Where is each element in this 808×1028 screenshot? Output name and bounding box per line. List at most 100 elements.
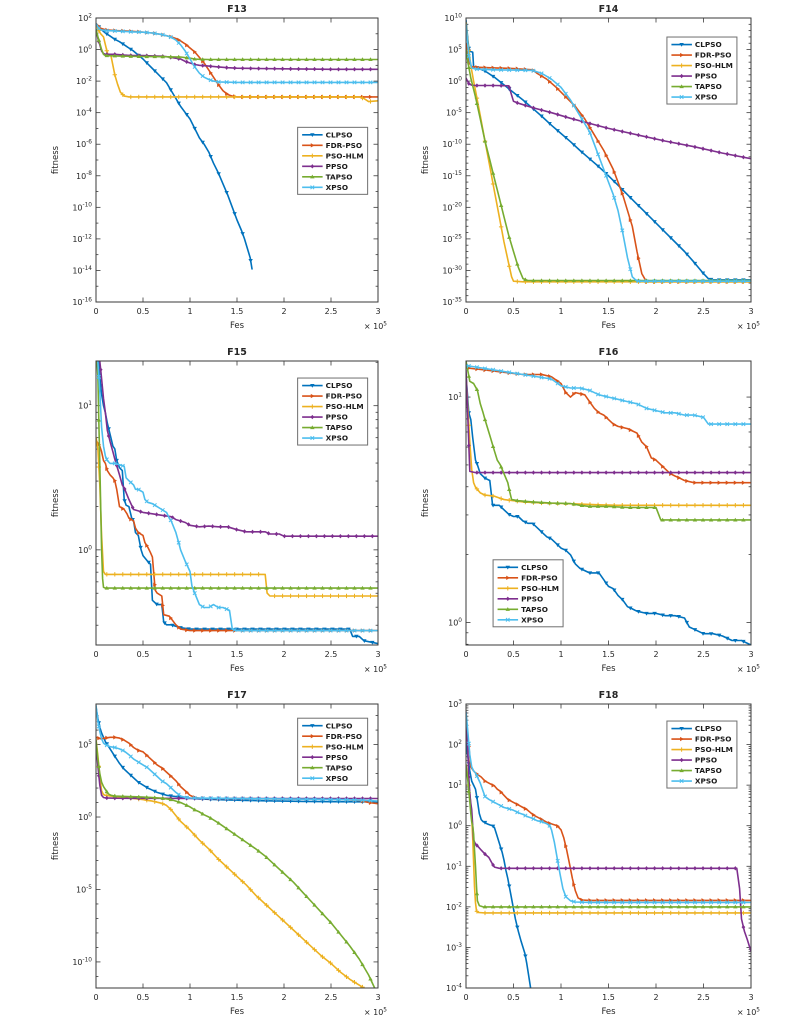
chart-title: F14 [599,4,619,15]
chart-canvas-F14: 0 0.5 1 1.5 2 2.5 3 1010 105 100 10-5 10-10 10-15 10-… [421,4,760,331]
series-F16-CLPSO [466,373,751,645]
axis-ticks [95,17,379,303]
chart-title: F13 [227,4,247,15]
x-axis-label: Fes [230,664,245,674]
svg-text:0.5: 0.5 [507,993,520,1002]
y-tick-label: 10-4 [76,108,92,118]
svg-text:XPSO: XPSO [326,183,348,192]
svg-text:TAPSO: TAPSO [326,172,353,181]
svg-text:PPSO: PPSO [326,413,348,422]
svg-text:1: 1 [187,993,192,1002]
y-tick-label: 10-12 [72,234,92,244]
svg-text:TAPSO: TAPSO [521,605,548,614]
svg-text:PSO-HLM: PSO-HLM [521,584,559,593]
svg-text:PSO-HLM: PSO-HLM [326,742,364,751]
svg-text:0.5: 0.5 [507,307,520,316]
legend-item-PPSO: PPSO [302,413,348,422]
x-axis-label: Fes [601,664,616,674]
chart-title: F15 [227,347,247,358]
chart-canvas-F16: 0 0.5 1 1.5 2 2.5 3 101 100 F16 Fes × 105 fitness CLP… [421,347,760,674]
series-F13-TAPSO [96,28,378,62]
svg-text:2: 2 [653,650,658,659]
legend-item-TAPSO: TAPSO [671,766,722,775]
svg-text:2.5: 2.5 [697,650,710,659]
y-tick-label: 100 [78,45,92,55]
x-scale-label: × 105 [737,1007,760,1017]
x-tick-labels: 0 0.5 1 1.5 2 2.5 3 [463,993,753,1002]
x-axis-label: Fes [230,321,245,331]
svg-text:CLPSO: CLPSO [695,724,722,733]
svg-text:FDR-PSO: FDR-PSO [326,141,363,150]
svg-text:2: 2 [281,993,286,1002]
legend-item-TAPSO: TAPSO [497,605,548,614]
axes-box [465,360,752,646]
y-tick-label: 10-8 [76,171,92,181]
legend-item-PSO-HLM: PSO-HLM [671,61,733,70]
series-F16-PPSO [466,369,751,475]
svg-text:1: 1 [558,307,563,316]
svg-text:2: 2 [653,307,658,316]
axes-box [465,703,752,989]
svg-text:0: 0 [463,307,468,316]
axes-box [95,17,379,303]
svg-text:PSO-HLM: PSO-HLM [326,402,364,411]
svg-text:XPSO: XPSO [695,777,717,786]
legend-item-FDR-PSO: FDR-PSO [671,735,731,744]
legend-item-PSO-HLM: PSO-HLM [302,742,364,751]
y-tick-label: 105 [448,45,462,55]
svg-text:0.5: 0.5 [507,650,520,659]
svg-text:CLPSO: CLPSO [521,563,548,572]
svg-text:PSO-HLM: PSO-HLM [326,151,364,160]
y-tick-label: 10-10 [72,203,92,213]
svg-text:CLPSO: CLPSO [326,130,353,139]
legend-item-PSO-HLM: PSO-HLM [302,151,364,160]
legend-item-PPSO: PPSO [671,72,717,81]
chart-canvas-F17: 0 0.5 1 1.5 2 2.5 3 105 100 10-5 10-10 F17 Fes × 105 f… [51,690,387,1017]
svg-text:PSO-HLM: PSO-HLM [695,61,733,70]
y-tick-labels: 101 100 [448,392,462,627]
x-scale-label: × 105 [737,664,760,674]
svg-text:2: 2 [281,650,286,659]
legend-item-CLPSO: CLPSO [671,40,722,49]
legend-item-PSO-HLM: PSO-HLM [302,402,364,411]
axes-box [95,360,379,646]
y-tick-label: 10-3 [446,943,462,953]
legend-item-XPSO: XPSO [671,777,717,786]
chart-title: F18 [599,690,619,701]
legend-item-TAPSO: TAPSO [302,763,353,772]
y-tick-labels: 101 100 [78,401,92,555]
x-axis-label: Fes [601,1007,616,1017]
y-tick-label: 100 [78,545,92,555]
x-tick-labels: 0 0.5 1 1.5 2 2.5 3 [93,307,380,316]
legend-item-FDR-PSO: FDR-PSO [302,392,362,401]
y-tick-label: 101 [448,781,462,791]
y-tick-label: 10-5 [76,885,92,895]
svg-text:1.5: 1.5 [602,993,615,1002]
legend-item-XPSO: XPSO [671,93,717,102]
y-tick-label: 10-5 [446,108,462,118]
series-F14-PPSO [466,77,751,160]
x-scale-label: × 105 [737,321,760,331]
y-tick-label: 102 [78,13,92,23]
svg-text:TAPSO: TAPSO [695,82,722,91]
svg-text:FDR-PSO: FDR-PSO [695,735,732,744]
svg-text:PPSO: PPSO [326,753,348,762]
chart-canvas-F15: 0 0.5 1 1.5 2 2.5 3 101 100 F15 Fes × 105 fitness CLP… [51,347,387,674]
y-axis-label: fitness [51,831,61,860]
y-axis-label: fitness [421,488,431,517]
legend-item-TAPSO: TAPSO [671,82,722,91]
legend-item-FDR-PSO: FDR-PSO [302,141,362,150]
legend-item-TAPSO: TAPSO [302,423,353,432]
legend-item-CLPSO: CLPSO [671,724,722,733]
svg-text:CLPSO: CLPSO [695,40,722,49]
y-tick-label: 101 [78,401,92,411]
svg-text:2.5: 2.5 [325,650,338,659]
svg-text:3: 3 [748,307,753,316]
legend-item-CLPSO: CLPSO [302,130,352,139]
y-tick-label: 10-14 [72,266,92,276]
